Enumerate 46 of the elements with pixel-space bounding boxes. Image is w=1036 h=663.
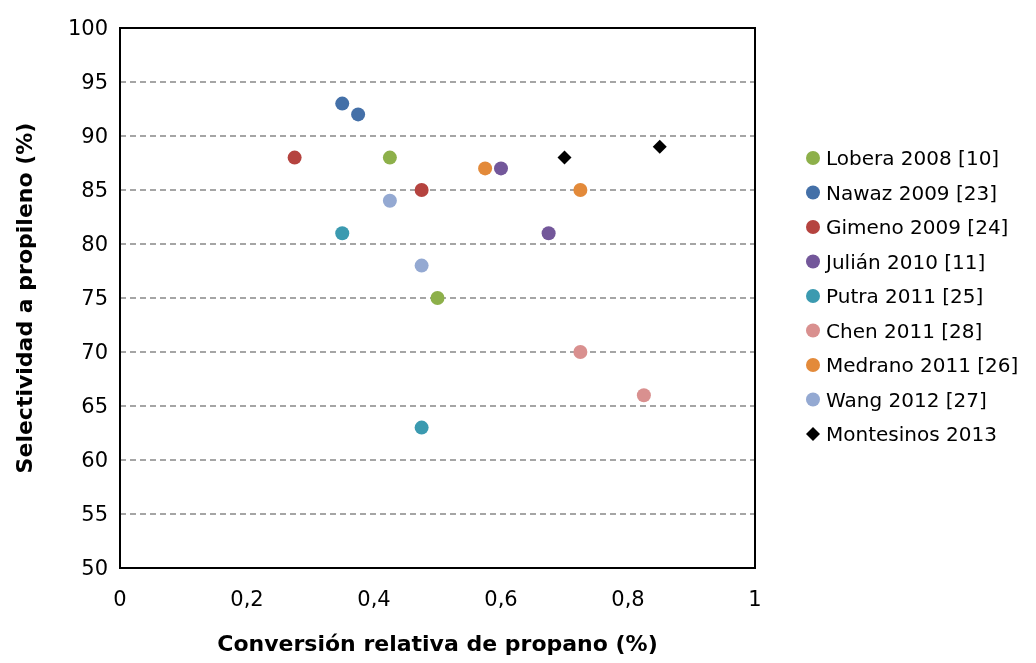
y-tick-label: 65 — [81, 394, 108, 419]
y-axis-title: Selectividad a propileno (%) — [12, 122, 37, 474]
x-tick-label: 0,6 — [484, 587, 518, 611]
point — [335, 226, 350, 241]
legend-label: Chen 2011 [28] — [826, 318, 983, 343]
y-tick-label: 85 — [81, 178, 108, 203]
x-tick-label: 0,2 — [230, 587, 264, 611]
point — [382, 150, 397, 165]
point — [541, 226, 556, 241]
legend-label: Medrano 2011 [26] — [826, 353, 1019, 377]
legend-label: Montesinos 2013 — [826, 422, 997, 446]
point — [652, 139, 667, 154]
y-tick-label: 75 — [81, 286, 108, 311]
y-tick-label: 55 — [81, 502, 108, 527]
y-tick-label: 70 — [81, 340, 108, 365]
point — [494, 161, 508, 176]
point — [382, 193, 397, 208]
point — [573, 345, 588, 359]
y-tick-label: 100 — [67, 16, 108, 41]
point — [335, 96, 350, 111]
point — [478, 161, 493, 176]
legend-label: Julián 2010 [11] — [824, 249, 986, 274]
legend-label: Nawaz 2009 [23] — [826, 180, 997, 205]
x-tick-label: 0,8 — [611, 587, 645, 611]
x-tick-label: 1 — [748, 587, 762, 611]
y-tick-label: 80 — [81, 232, 108, 257]
point — [414, 420, 429, 435]
legend-label: Gimeno 2009 [24] — [826, 215, 1009, 239]
y-tick-label: 60 — [81, 448, 108, 473]
x-tick-label: 0 — [113, 587, 127, 611]
legend-label: Wang 2012 [27] — [826, 387, 987, 412]
point — [573, 183, 588, 197]
point — [414, 183, 429, 197]
point — [430, 291, 445, 305]
legend-label: Lobera 2008 [10] — [826, 146, 1000, 170]
point — [636, 388, 651, 403]
point — [414, 258, 429, 273]
point — [557, 150, 572, 165]
point — [351, 107, 366, 122]
y-tick-label: 90 — [81, 124, 108, 149]
legend-label: Putra 2011 [25] — [826, 284, 984, 308]
point — [287, 150, 302, 165]
y-tick-label: 95 — [81, 70, 108, 95]
x-axis-title: Conversión relativa de propano (%) — [217, 631, 658, 656]
x-tick-label: 0,4 — [357, 587, 391, 611]
y-tick-label: 50 — [81, 556, 108, 581]
